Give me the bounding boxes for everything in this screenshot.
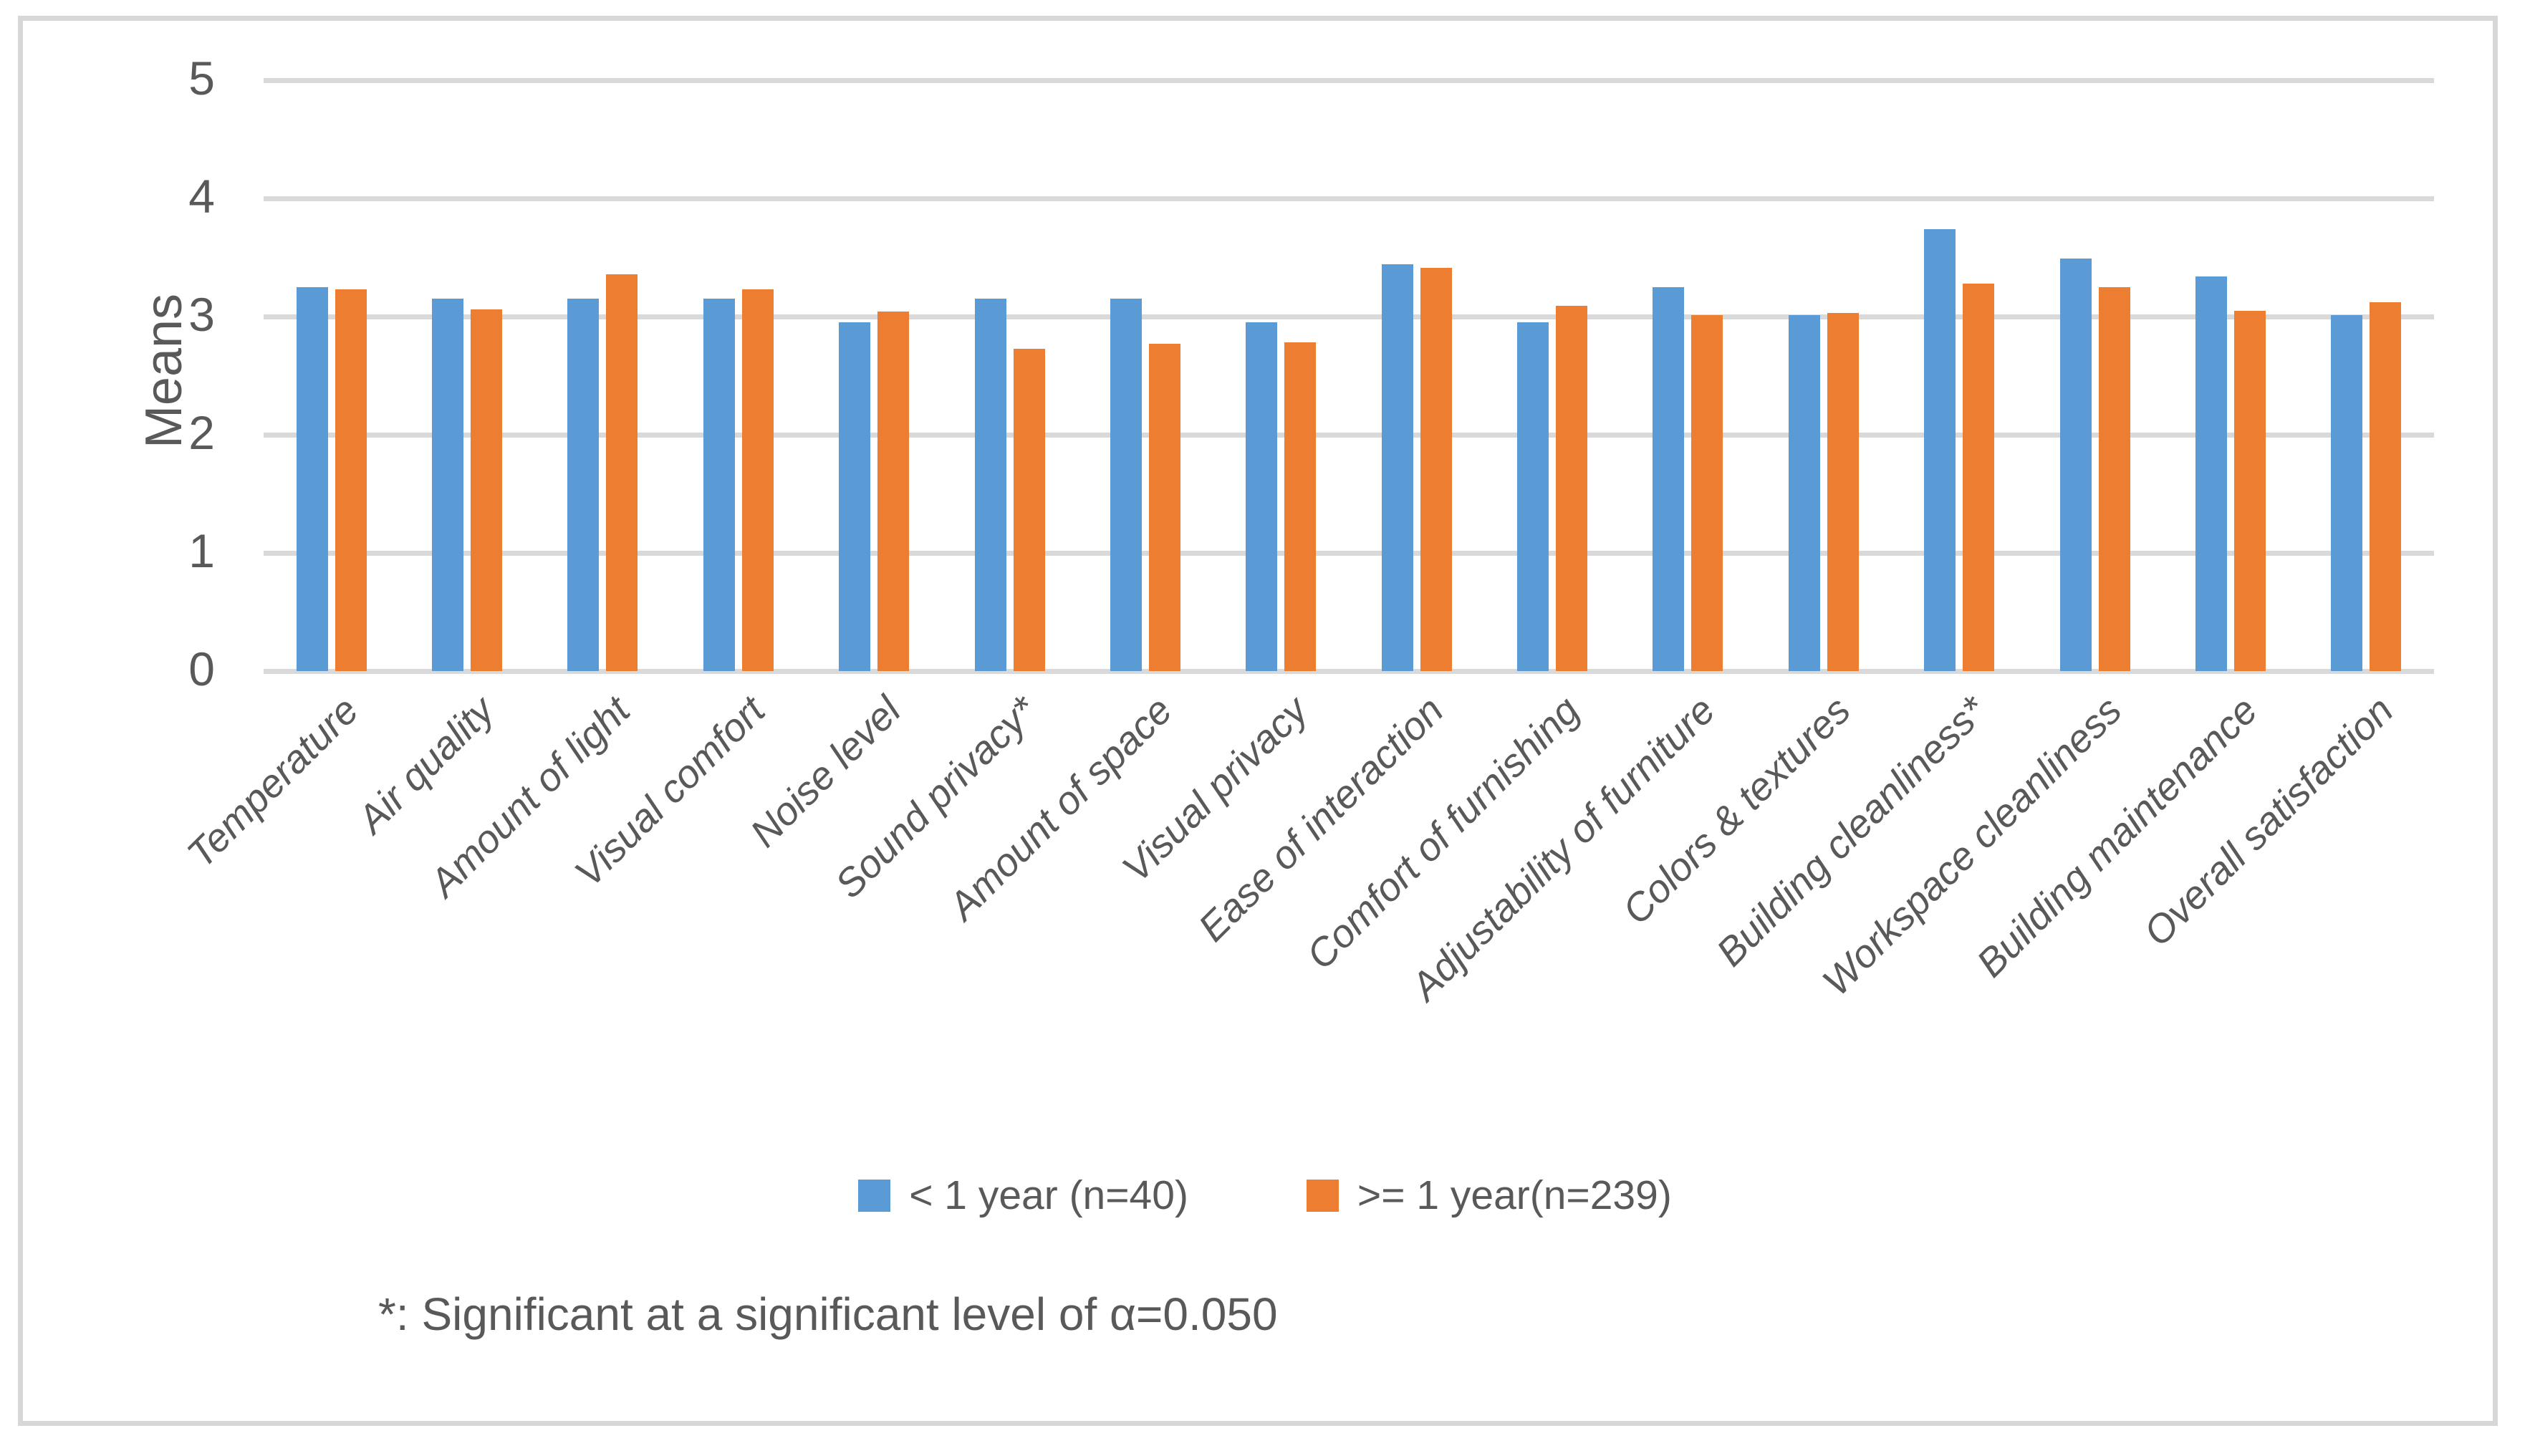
gridline-3 [264, 314, 2434, 319]
bar-ge1yr-5 [1013, 349, 1045, 671]
bar-ge1yr-14 [2233, 311, 2266, 671]
bar-ge1yr-11 [1827, 313, 1859, 671]
gridline-0 [264, 669, 2434, 674]
footnote: *: Significant at a significant level of… [378, 1288, 1278, 1340]
bar-ge1yr-7 [1284, 342, 1317, 671]
bar-lt1yr-6 [1110, 299, 1142, 671]
legend-swatch-icon [858, 1179, 891, 1212]
bar-ge1yr-8 [1420, 268, 1452, 671]
bar-lt1yr-3 [703, 299, 735, 671]
bar-ge1yr-2 [606, 274, 638, 671]
bar-ge1yr-9 [1556, 306, 1588, 671]
bar-lt1yr-0 [296, 287, 328, 671]
bar-ge1yr-13 [2098, 287, 2130, 671]
bar-lt1yr-10 [1653, 287, 1685, 671]
bar-lt1yr-7 [1246, 322, 1278, 671]
legend-label: >= 1 year(n=239) [1357, 1172, 1672, 1218]
bar-ge1yr-1 [471, 309, 503, 671]
bar-lt1yr-11 [1788, 315, 1820, 671]
bar-lt1yr-13 [2059, 259, 2092, 671]
bar-ge1yr-6 [1148, 344, 1180, 671]
bar-ge1yr-0 [335, 289, 367, 671]
y-tick-label-5: 5 [188, 52, 215, 105]
plot-area: Temperature Air quality Amount of light Vis… [178, 78, 2434, 1008]
bar-ge1yr-10 [1691, 315, 1723, 671]
gridline-5 [264, 78, 2434, 83]
legend: < 1 year (n=40) >= 1 year(n=239) [0, 1172, 2530, 1219]
bar-lt1yr-15 [2331, 315, 2363, 671]
bar-lt1yr-12 [1924, 229, 1956, 671]
legend-swatch-icon [1306, 1179, 1339, 1212]
gridline-2 [264, 433, 2434, 438]
bar-lt1yr-1 [432, 299, 464, 671]
bar-ge1yr-4 [877, 312, 910, 671]
bar-lt1yr-5 [974, 299, 1006, 671]
y-tick-label-3: 3 [188, 288, 215, 341]
bar-lt1yr-9 [1517, 322, 1549, 671]
bar-ge1yr-3 [741, 289, 774, 671]
bar-lt1yr-14 [2195, 276, 2227, 671]
bar-lt1yr-2 [567, 299, 600, 671]
y-tick-label-0: 0 [188, 642, 215, 695]
bar-lt1yr-4 [839, 322, 871, 671]
y-tick-label-4: 4 [188, 170, 215, 223]
figure-border [18, 16, 2498, 1426]
bar-lt1yr-8 [1381, 264, 1413, 671]
legend-item-ge1yr: >= 1 year(n=239) [1306, 1172, 1672, 1219]
legend-item-lt1yr: < 1 year (n=40) [858, 1172, 1188, 1219]
y-tick-label-1: 1 [188, 524, 215, 577]
bar-ge1yr-15 [2370, 302, 2402, 671]
gridline-4 [264, 196, 2434, 201]
gridline-1 [264, 551, 2434, 556]
legend-label: < 1 year (n=40) [909, 1172, 1188, 1218]
y-tick-label-2: 2 [188, 406, 215, 459]
bar-ge1yr-12 [1963, 284, 1995, 671]
